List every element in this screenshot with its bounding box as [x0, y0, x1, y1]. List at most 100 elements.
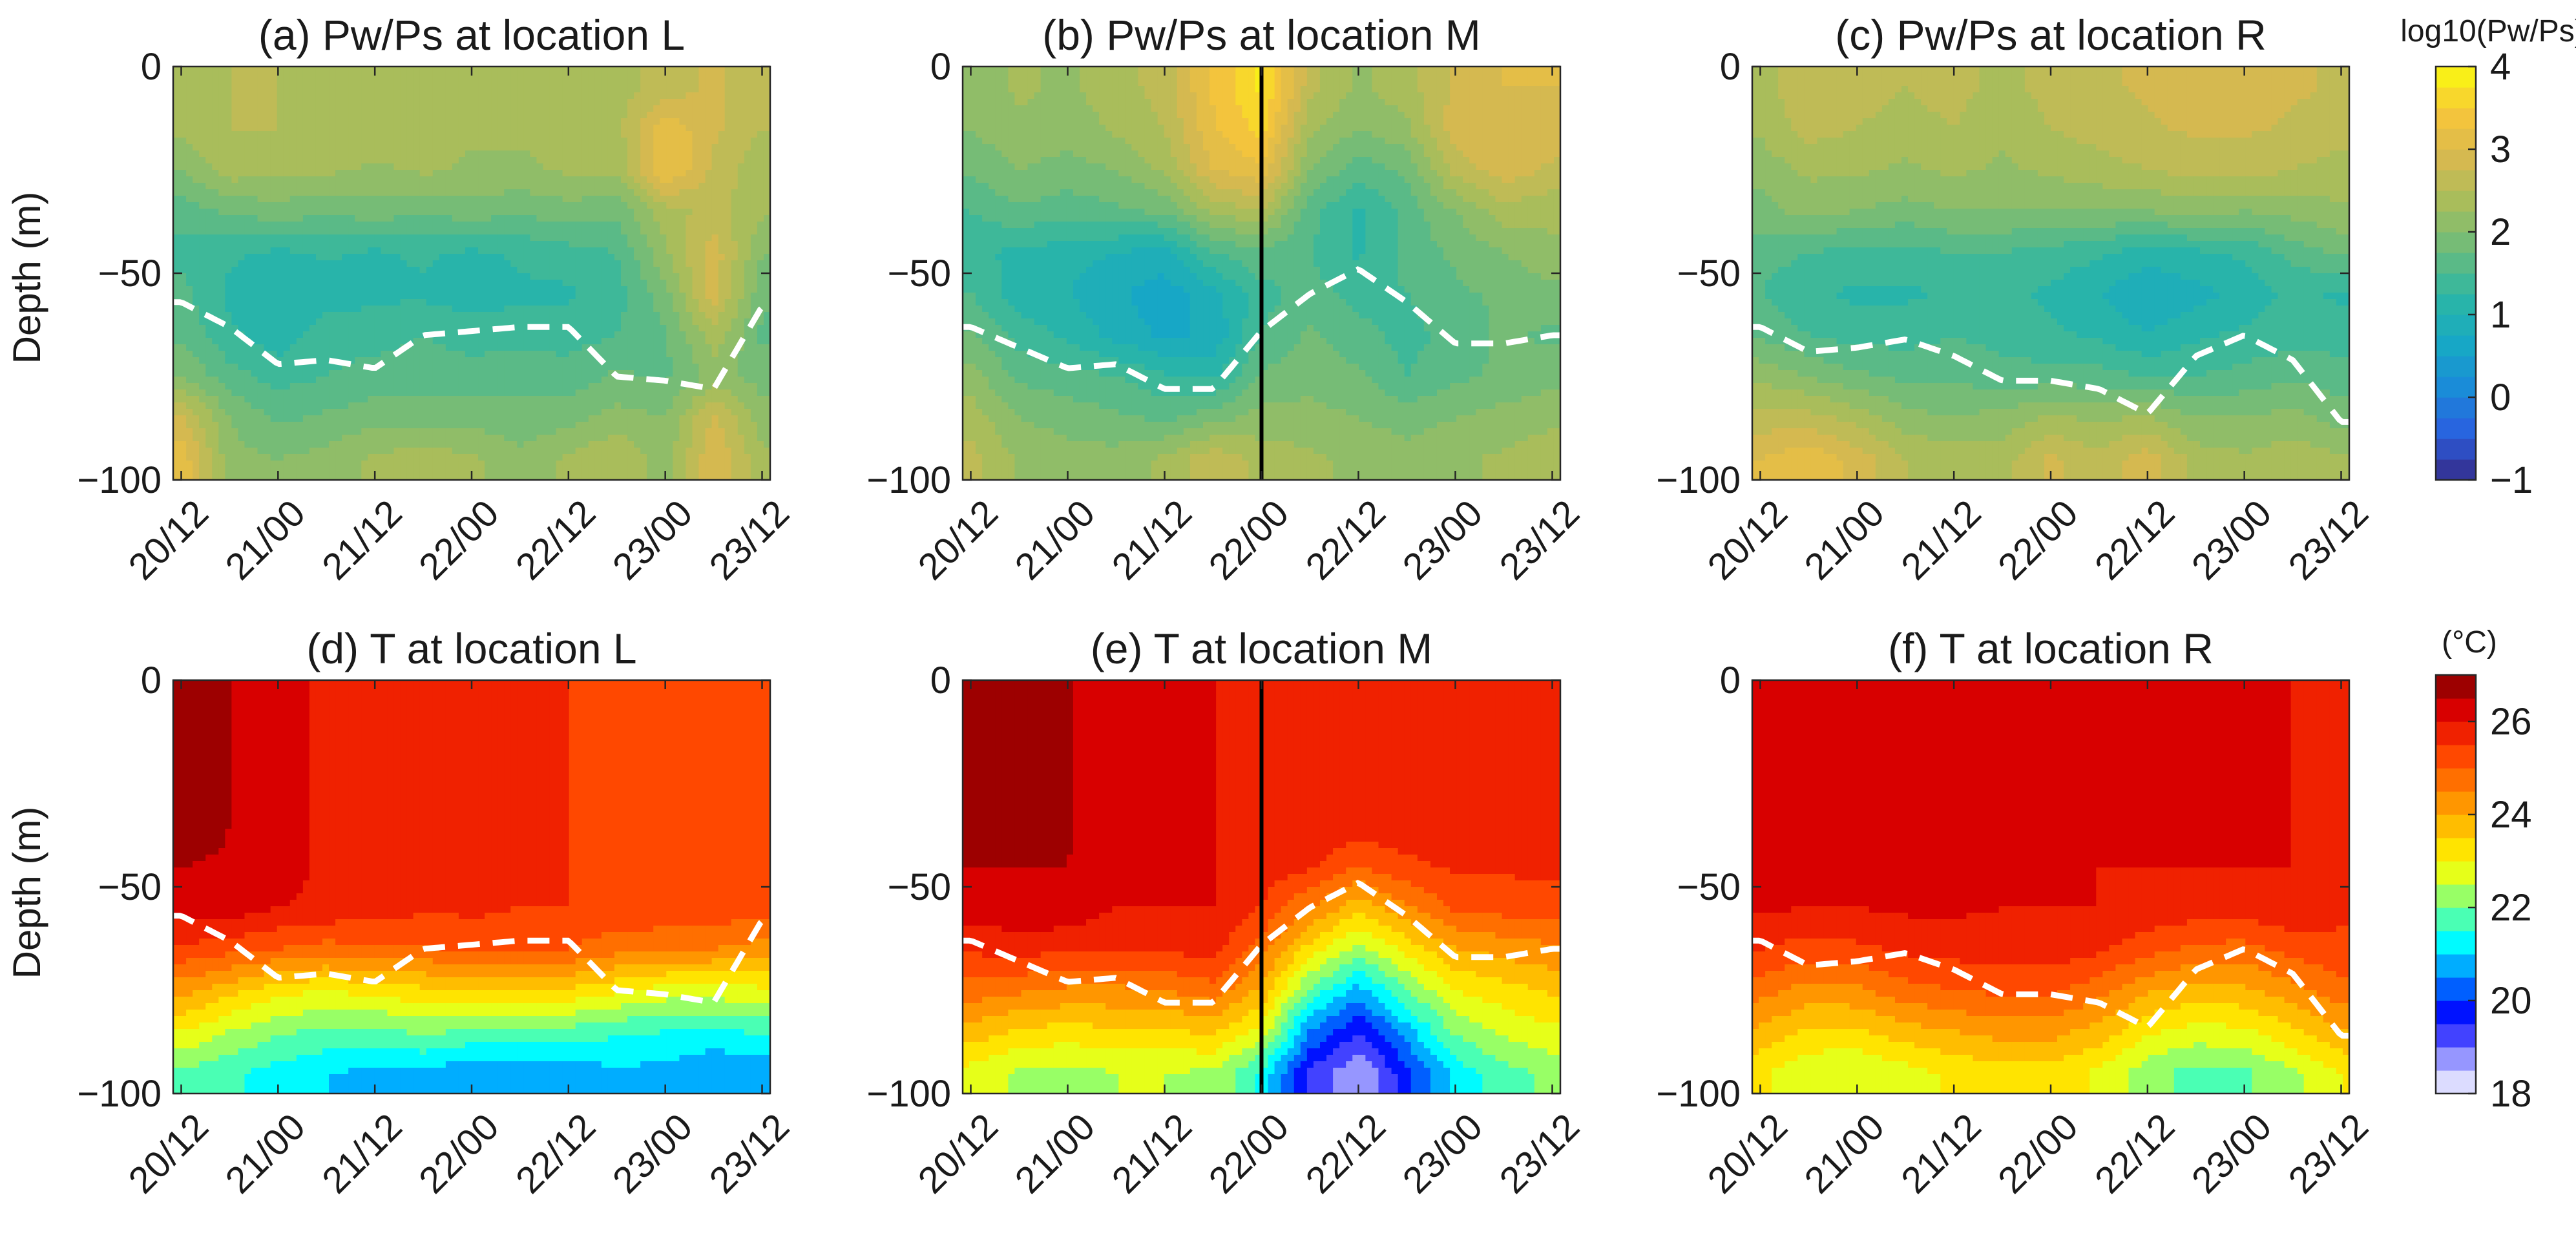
heatmap-cell	[225, 86, 232, 93]
heatmap-cell	[264, 92, 271, 99]
heatmap-cell	[608, 99, 615, 106]
heatmap-cell	[536, 131, 543, 138]
heatmap-cell	[543, 331, 550, 338]
heatmap-cell	[309, 196, 317, 203]
heatmap-cell	[510, 125, 518, 132]
heatmap-cell	[361, 280, 368, 287]
heatmap-cell	[446, 293, 453, 300]
heatmap-cell	[335, 306, 342, 313]
heatmap-cell	[374, 273, 381, 280]
heatmap-cell	[653, 73, 660, 80]
heatmap-cell	[199, 234, 206, 242]
heatmap-cell	[348, 176, 355, 183]
heatmap-cell	[692, 86, 699, 93]
heatmap-cell	[634, 73, 641, 80]
heatmap-cell	[173, 105, 180, 112]
heatmap-cell	[420, 176, 427, 183]
heatmap-cell	[322, 331, 330, 338]
heatmap-cell	[329, 150, 336, 158]
heatmap-cell	[556, 67, 563, 74]
heatmap-cell	[271, 209, 278, 216]
heatmap-cell	[465, 196, 472, 203]
heatmap-cell	[446, 286, 453, 293]
heatmap-cell	[212, 163, 219, 171]
heatmap-cell	[433, 157, 440, 164]
heatmap-cell	[543, 92, 550, 99]
heatmap-cell	[536, 170, 543, 177]
heatmap-cell	[523, 144, 530, 151]
heatmap-cell	[387, 325, 394, 332]
heatmap-cell	[186, 183, 193, 190]
heatmap-cell	[725, 241, 732, 248]
heatmap-cell	[393, 273, 401, 280]
heatmap-cell	[556, 79, 563, 87]
heatmap-cell	[205, 325, 213, 332]
heatmap-cell	[712, 99, 719, 106]
heatmap-cell	[297, 79, 304, 87]
heatmap-cell	[699, 176, 706, 183]
heatmap-cell	[634, 209, 641, 216]
heatmap-cell	[186, 99, 193, 106]
heatmap-cell	[731, 293, 738, 300]
heatmap-cell	[303, 138, 310, 145]
heatmap-cell	[335, 318, 342, 326]
heatmap-cell	[342, 176, 349, 183]
heatmap-cell	[264, 267, 271, 274]
heatmap-cell	[504, 157, 511, 164]
heatmap-cell	[433, 131, 440, 138]
heatmap-cell	[335, 73, 342, 80]
heatmap-cell	[426, 312, 434, 319]
heatmap-cell	[536, 228, 543, 235]
heatmap-cell	[731, 144, 738, 151]
heatmap-cell	[472, 131, 479, 138]
heatmap-cell	[335, 138, 342, 145]
heatmap-cell	[231, 306, 238, 313]
heatmap-cell	[225, 228, 232, 235]
heatmap-cell	[264, 105, 271, 112]
heatmap-cell	[627, 299, 634, 306]
heatmap-cell	[589, 112, 596, 119]
heatmap-cell	[543, 286, 550, 293]
heatmap-cell	[608, 196, 615, 203]
heatmap-cell	[731, 267, 738, 274]
heatmap-cell	[491, 99, 498, 106]
heatmap-cell	[738, 215, 745, 222]
heatmap-cell	[335, 241, 342, 248]
heatmap-cell	[173, 92, 180, 99]
heatmap-cell	[290, 215, 297, 222]
heatmap-cell	[485, 86, 492, 93]
heatmap-cell	[452, 176, 459, 183]
heatmap-cell	[329, 234, 336, 242]
heatmap-cell	[407, 150, 414, 158]
heatmap-cell	[420, 234, 427, 242]
heatmap-cell	[608, 247, 615, 254]
heatmap-cell	[504, 247, 511, 254]
heatmap-cell	[504, 189, 511, 196]
heatmap-cell	[640, 125, 647, 132]
heatmap-cell	[497, 215, 505, 222]
heatmap-cell	[731, 312, 738, 319]
heatmap-cell	[634, 299, 641, 306]
heatmap-cell	[712, 325, 719, 332]
heatmap-cell	[355, 86, 362, 93]
heatmap-cell	[647, 293, 654, 300]
heatmap-cell	[186, 286, 193, 293]
heatmap-cell	[530, 286, 537, 293]
heatmap-cell	[407, 118, 414, 125]
heatmap-cell	[381, 144, 388, 151]
heatmap-cell	[303, 306, 310, 313]
heatmap-cell	[251, 118, 258, 125]
heatmap-cell	[744, 170, 751, 177]
heatmap-cell	[290, 99, 297, 106]
heatmap-cell	[569, 170, 576, 177]
heatmap-cell	[621, 150, 628, 158]
heatmap-cell	[712, 306, 719, 313]
heatmap-cell	[284, 138, 291, 145]
heatmap-cell	[653, 144, 660, 151]
heatmap-cell	[550, 241, 557, 248]
heatmap-cell	[264, 183, 271, 190]
heatmap-cell	[180, 222, 187, 229]
heatmap-cell	[316, 73, 323, 80]
heatmap-cell	[329, 306, 336, 313]
heatmap-cell	[329, 125, 336, 132]
